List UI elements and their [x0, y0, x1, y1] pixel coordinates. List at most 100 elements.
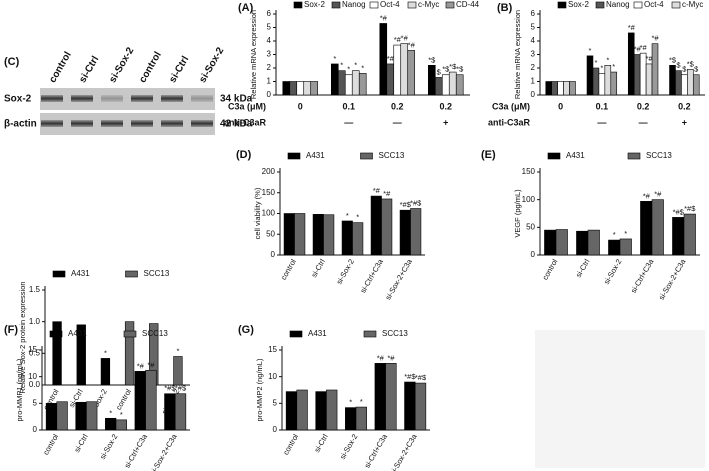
bar: [174, 393, 187, 431]
significance-mark: *$: [449, 62, 457, 71]
blot-strip: [40, 88, 215, 110]
y-tick-label: 15: [268, 345, 277, 354]
x-tick-label: 0.2: [439, 101, 452, 111]
x-tick-label: si-Ctrl: [309, 257, 327, 279]
bar: [692, 74, 700, 96]
significance-mark: *#: [643, 191, 651, 200]
bar: [75, 401, 87, 431]
x-tick-label: si-Sox-2+C3a: [383, 257, 414, 302]
x-tick-label: si-Sox-2: [98, 432, 120, 460]
y-tick-label: 4: [267, 36, 272, 45]
significance-mark: *#$: [400, 200, 412, 209]
legend-swatch: [123, 330, 137, 338]
y-tick-label: 5: [531, 23, 536, 32]
bar: [370, 195, 382, 256]
bar: [669, 65, 676, 96]
bar: [358, 73, 367, 96]
y-tick-label: 10: [268, 372, 277, 381]
significance-mark: $: [694, 65, 699, 74]
bar: [544, 229, 557, 256]
bar: [283, 213, 295, 256]
legend-label: A431: [68, 329, 87, 338]
blot-strip: [40, 113, 215, 135]
x-tick-label: si-Ctrl+C3a: [629, 257, 656, 295]
significance-mark: *: [109, 408, 112, 417]
lane-label: si-Ctrl: [77, 54, 101, 85]
significance-mark: *$: [428, 55, 436, 64]
significance-mark: *#: [646, 54, 654, 63]
panel-label: (C): [4, 56, 20, 68]
x-tick-label: control: [41, 432, 60, 456]
y-tick-label: 4: [531, 36, 536, 45]
legend-swatch: [407, 1, 417, 9]
legend-swatch: [547, 152, 561, 160]
y-tick-label: 0: [267, 90, 272, 99]
bar: [407, 50, 416, 96]
bar: [400, 43, 409, 96]
bar: [563, 81, 570, 96]
x-tick-label: 0.2: [678, 101, 691, 111]
y-tick-label: 0: [531, 90, 536, 99]
x-tick-label: si-Sox-2: [338, 432, 360, 460]
legend-label: Oct-4: [380, 0, 400, 9]
bar: [52, 321, 62, 386]
x-tick-label: 0.1: [342, 101, 355, 111]
y-tick-label: 150: [522, 167, 536, 176]
bar: [100, 358, 111, 386]
legend-label: SCC13: [379, 151, 405, 160]
y-tick-label: 50: [526, 222, 535, 231]
y-tick-label: 1.5: [29, 285, 41, 294]
y-tick-label: 100: [262, 209, 276, 218]
significance-mark: *: [624, 229, 627, 238]
legend-swatch: [369, 1, 379, 9]
significance-mark: *: [333, 54, 336, 63]
significance-mark: *: [120, 410, 123, 419]
bar: [345, 407, 357, 431]
bar: [312, 214, 324, 256]
significance-mark: *#: [137, 361, 145, 370]
panel-label: (G): [238, 324, 254, 336]
lane-label: control: [137, 50, 164, 85]
y-tick-label: 150: [262, 188, 276, 197]
bar: [56, 401, 68, 431]
legend-label: A431: [306, 151, 325, 160]
band-size: 42 kDa: [220, 119, 253, 130]
y-tick-label: 10: [28, 372, 37, 381]
significance-mark: *: [347, 65, 350, 74]
legend-swatch: [125, 270, 138, 278]
legend-swatch: [445, 1, 455, 9]
x-tick-label: 0.1: [596, 101, 609, 111]
bar: [289, 81, 298, 96]
significance-mark: *#: [373, 186, 381, 195]
bar: [448, 71, 457, 96]
bar: [557, 81, 564, 96]
bar: [374, 363, 386, 431]
legend-label: c-Myc: [682, 0, 703, 9]
x-tick-label: si-Ctrl: [574, 257, 592, 279]
band: [161, 120, 183, 127]
y-tick-label: 3: [531, 50, 536, 59]
bar: [115, 419, 127, 431]
bar: [627, 32, 635, 96]
y-tick-label: 15: [28, 345, 37, 354]
significance-mark: *: [104, 348, 107, 357]
bar: [282, 81, 291, 96]
bar: [326, 389, 338, 431]
legend-label: SCC13: [142, 329, 168, 338]
empty-panel: [535, 330, 705, 468]
band: [71, 95, 93, 102]
legend-label: c-Myc: [418, 0, 439, 9]
row2-label: —: [393, 117, 402, 127]
bar: [134, 371, 146, 431]
significance-mark: *#$: [415, 373, 427, 382]
y-tick-label: 5: [33, 398, 38, 407]
y-tick-label: 0.5: [29, 348, 41, 357]
y-tick-label: 0: [531, 250, 536, 259]
significance-mark: *: [354, 61, 357, 70]
bar: [124, 321, 135, 386]
bar: [303, 81, 312, 96]
row2-label: —: [597, 117, 606, 127]
panel-label: (A): [238, 2, 254, 14]
row-label: β-actin: [4, 119, 37, 130]
bar: [385, 363, 397, 431]
